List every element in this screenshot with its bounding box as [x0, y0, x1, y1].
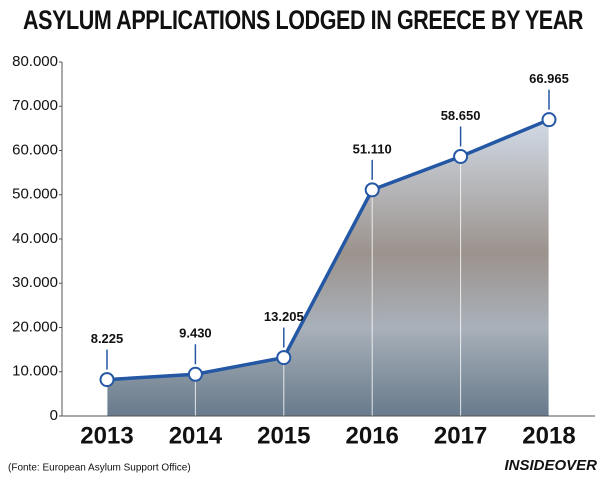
y-tick-label: 20.000	[12, 318, 58, 335]
x-tick-label: 2015	[257, 422, 310, 449]
x-tick-label: 2016	[346, 422, 399, 449]
logo: INSIDEOVER	[504, 457, 597, 474]
point	[99, 372, 115, 388]
point	[541, 112, 557, 128]
x-tick-label: 2014	[169, 422, 223, 449]
value-label: 51.110	[353, 141, 392, 156]
value-label: 58.650	[441, 108, 481, 123]
area	[107, 119, 549, 417]
y-tick-label: 70.000	[12, 97, 58, 114]
series-line	[106, 118, 550, 382]
x-tick-label: 2017	[434, 422, 487, 449]
y-tick-label: 50.000	[12, 186, 58, 203]
value-label: 8.225	[91, 331, 124, 346]
value-label: 13.205	[264, 309, 304, 324]
y-tick-label: 10.000	[12, 363, 58, 380]
source-note: (Fonte: European Asylum Support Office)	[8, 463, 191, 474]
x-tick-label: 2013	[80, 422, 133, 449]
y-tick-label: 0	[50, 407, 58, 424]
y-tick-label: 30.000	[12, 274, 58, 291]
point	[187, 366, 203, 382]
y-tick-label: 40.000	[12, 230, 58, 247]
point	[453, 148, 469, 164]
value-label: 66.965	[529, 71, 569, 86]
point	[276, 350, 292, 366]
point	[364, 182, 380, 198]
x-tick-label: 2018	[522, 422, 575, 449]
chart-title: ASYLUM APPLICATIONS LODGED IN GREECE BY …	[23, 5, 583, 35]
value-label: 9.430	[179, 326, 212, 341]
y-tick-label: 60.000	[12, 141, 58, 158]
y-tick-label: 80.000	[12, 53, 58, 70]
